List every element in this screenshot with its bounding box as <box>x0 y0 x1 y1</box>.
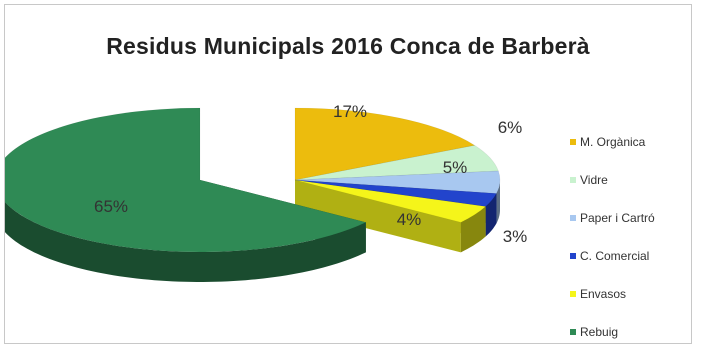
pie-slice-c-comercial <box>294 179 497 207</box>
pie-slice-rebuig <box>5 107 367 253</box>
data-label: 4% <box>397 210 422 229</box>
legend-swatch <box>570 177 576 183</box>
legend-swatch <box>570 215 576 221</box>
legend-label: Rebuig <box>580 325 619 339</box>
pie-slice-side <box>485 193 497 237</box>
legend-item: M. Orgànica <box>570 133 645 151</box>
chart-frame: Residus Municipals 2016 Conca de Barberà… <box>4 4 692 344</box>
legend-label: M. Orgànica <box>580 135 646 149</box>
pie-slice-vidre <box>294 144 499 181</box>
pie-chart: 17% 6% 5% 3% 4% 65% <box>5 102 528 282</box>
legend-item: Vidre <box>570 171 608 189</box>
data-label: 5% <box>443 158 468 177</box>
legend-swatch <box>570 329 576 335</box>
legend-item: Paper i Cartró <box>570 209 655 227</box>
legend-item: Envasos <box>570 285 626 303</box>
data-label: 3% <box>503 227 528 246</box>
legend-swatch <box>570 291 576 297</box>
data-label: 6% <box>498 118 523 137</box>
legend-swatch <box>570 253 576 259</box>
legend-item: C. Comercial <box>570 247 649 265</box>
legend-label: Paper i Cartró <box>580 211 655 225</box>
legend-item: Rebuig <box>570 323 618 341</box>
legend-swatch <box>570 139 576 145</box>
legend-label: Vidre <box>580 173 608 187</box>
data-label: 65% <box>94 197 128 216</box>
pie-slice-side <box>460 206 486 253</box>
legend-label: Envasos <box>580 287 627 301</box>
pie-slice-side <box>496 180 500 224</box>
data-label: 17% <box>333 102 367 121</box>
chart-title: Residus Municipals 2016 Conca de Barberà <box>106 33 590 59</box>
pie-slice-paper-i-cartr- <box>294 170 501 194</box>
pie-slice-envasos <box>294 179 487 223</box>
legend-label: C. Comercial <box>580 249 650 263</box>
pie-slice-side <box>5 202 366 282</box>
pie-slice-m-org-nica <box>294 107 476 181</box>
pie-slice-cut-face <box>295 180 461 253</box>
